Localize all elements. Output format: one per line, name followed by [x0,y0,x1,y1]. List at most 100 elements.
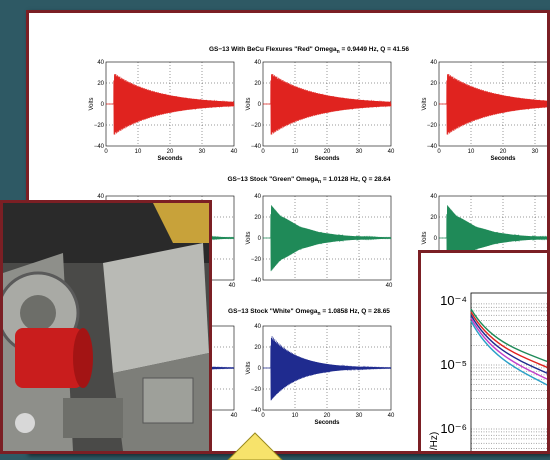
y-tick-label: −20 [251,387,262,393]
chart-title-white: GS−13 Stock "White" Omegan = 1.0858 Hz, … [228,308,390,317]
y-tick-label: 40 [254,60,261,66]
photo-red-cylinder [15,328,83,388]
y-tick-label: 0 [434,236,438,242]
y-tick-label: 40 [97,194,104,200]
y-axis-label: Volts [246,361,252,374]
x-tick-label: 0 [261,149,265,155]
x-tick-label: 40 [229,283,236,289]
photo-cylinder-cap [73,328,93,388]
psd-series-line [470,308,547,363]
y-tick-label: 20 [254,81,261,87]
y-tick-label: −40 [94,144,105,150]
title-subscript: n [337,49,340,55]
seismometer-photo [0,200,212,454]
psd-series-line [470,320,547,386]
x-tick-label: 0 [261,413,265,419]
y-tick-label: −20 [427,123,438,129]
title-tail: = 1.0858 Hz, Q = 28.65 [321,308,391,315]
psd-y-tick-label: 10⁻⁴ [440,293,467,308]
x-tick-label: 20 [324,149,331,155]
x-tick-label: 10 [468,149,475,155]
x-tick-label: 10 [292,413,299,419]
y-tick-label: 40 [430,194,437,200]
photo-plate [103,243,209,373]
y-tick-label: −40 [427,144,438,150]
y-tick-label: 20 [254,215,261,221]
psd-y-axis-label: /Hz) [429,432,440,450]
x-tick-label: 40 [388,149,395,155]
x-tick-label: 0 [437,149,441,155]
warning-triangle [227,432,283,460]
y-tick-label: 0 [258,366,262,372]
y-tick-label: 0 [258,236,262,242]
y-tick-label: −20 [251,257,262,263]
x-tick-label: 30 [356,149,363,155]
y-tick-label: 0 [434,102,438,108]
y-tick-label: 20 [97,81,104,87]
x-tick-label: 20 [167,149,174,155]
photo-connector [15,413,35,433]
x-tick-label: 40 [386,283,393,289]
photo-yellow-part [153,203,209,243]
y-tick-label: 0 [258,102,262,108]
ringdown-trace-red [439,73,550,135]
x-tick-label: 10 [135,149,142,155]
photo-bracket [63,398,123,438]
x-axis-label: Seconds [490,156,516,162]
y-tick-label: −40 [251,278,262,284]
y-axis-label: Volts [246,97,252,110]
title-tail: = 0.9449 Hz, Q = 41.56 [340,46,410,53]
title-main: GS−13 Stock "Green" Omega [228,176,319,183]
psd-series-line [470,317,547,380]
x-tick-label: 40 [388,413,395,419]
ringdown-trace-green [263,205,392,272]
y-tick-label: 40 [254,324,261,330]
chart-title-green: GS−13 Stock "Green" Omegan = 1.0128 Hz, … [228,176,391,185]
y-axis-label: Volts [422,97,428,110]
title-tail: = 1.0128 Hz, Q = 28.64 [321,176,391,183]
x-tick-label: 30 [199,149,206,155]
x-axis-label: Seconds [157,156,183,162]
psd-series-line [470,314,547,374]
y-tick-label: −40 [251,144,262,150]
y-tick-label: 20 [430,215,437,221]
y-tick-label: 40 [254,194,261,200]
x-tick-label: 40 [231,149,238,155]
photo-flange-hole [20,295,56,331]
ringdown-trace-red [106,73,235,135]
title-main: GS−13 With BeCu Flexures "Red" Omega [209,46,337,53]
photo-block [142,377,194,424]
x-tick-label: 20 [500,149,507,155]
y-tick-label: 20 [430,81,437,87]
psd-series-line [470,311,547,369]
x-tick-label: 30 [532,149,539,155]
psd-figure: 10⁻⁴ 10⁻⁵ 10⁻⁶/Hz) [429,292,547,451]
psd-y-tick-label: 10⁻⁵ [440,357,467,372]
title-subscript: n [317,311,320,317]
seismometer-photo-drawing [3,203,209,451]
psd-figure-panel: 10⁻⁴ 10⁻⁵ 10⁻⁶/Hz) [418,250,550,454]
psd-y-tick-label: 10⁻⁶ [440,421,467,436]
ringdown-trace-red [263,73,392,135]
chart-title-red: GS−13 With BeCu Flexures "Red" Omegan = … [209,46,409,55]
title-subscript: n [318,179,321,185]
psd-plot-area [470,292,547,451]
x-axis-label: Seconds [314,156,340,162]
y-tick-label: 40 [430,60,437,66]
warning-triangle-shape [227,432,283,460]
y-tick-label: 20 [254,345,261,351]
panel-green-2: 40 20 0 −20 −40 40 Volts [246,194,393,289]
x-axis-label: Seconds [314,420,340,426]
ringdown-trace-white [263,336,392,401]
y-tick-label: −20 [94,123,105,129]
title-main: GS−13 Stock "White" Omega [228,308,318,315]
y-tick-label: 40 [97,60,104,66]
x-tick-label: 0 [104,149,108,155]
y-tick-label: −20 [251,123,262,129]
y-axis-label: Volts [422,231,428,244]
y-axis-label: Volts [246,231,252,244]
